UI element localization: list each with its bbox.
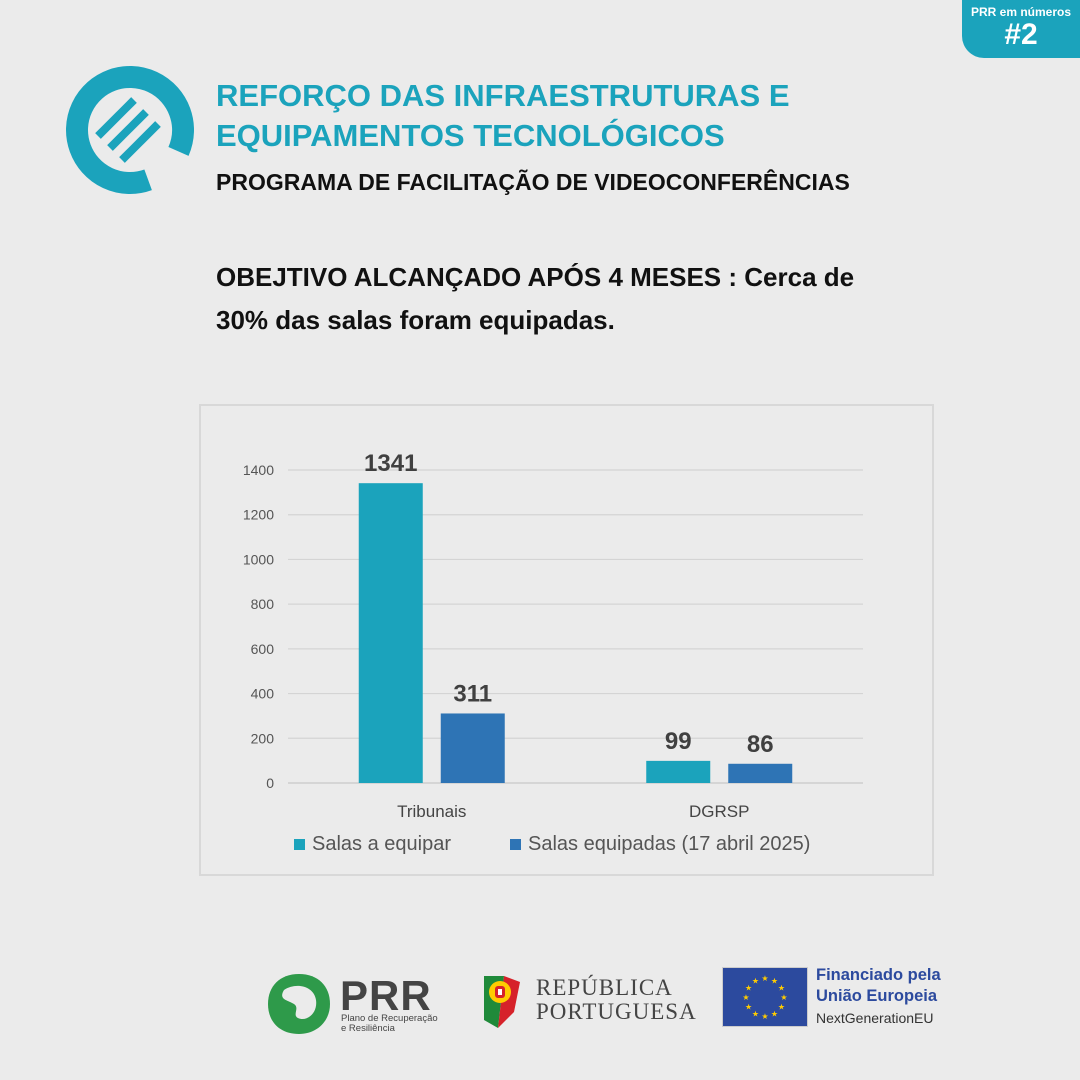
x-tick-label: Tribunais <box>397 802 466 821</box>
data-label: 86 <box>747 731 774 758</box>
legend-label-0: Salas a equipar <box>312 833 451 855</box>
eu-star-icon: ★ <box>752 1009 759 1018</box>
eu-star-icon: ★ <box>761 974 768 983</box>
bar-chart: 0 200 400 600 800 1000 1200 1400 1341 311 Tribunai… <box>199 404 934 876</box>
title-line-1: REFORÇO DAS INFRAESTRUTURAS E <box>216 78 790 113</box>
bar-tribunais-0 <box>358 483 423 783</box>
legend-swatch-0 <box>294 839 305 850</box>
eu-star-icon: ★ <box>771 1009 778 1018</box>
prr-name: PRR <box>340 972 432 1019</box>
eu-star-icon: ★ <box>742 993 749 1002</box>
y-tick-label: 1000 <box>243 551 274 567</box>
eu-star-icon: ★ <box>771 977 778 986</box>
badge-label: PRR em números <box>970 5 1072 19</box>
republic-name: REPÚBLICA PORTUGUESA <box>536 976 697 1024</box>
next-generation-eu: NextGenerationEU <box>816 1010 934 1026</box>
hashtag-logo-icon <box>66 66 194 194</box>
eu-flag-icon: ★ ★ ★ ★ ★ ★ ★ ★ ★ ★ ★ ★ <box>722 967 808 1027</box>
eu-star-icon: ★ <box>761 1012 768 1021</box>
bar-dgrsp-0 <box>646 760 711 783</box>
prr-subtitle-line-2: e Resiliência <box>341 1023 395 1034</box>
republic-emblem-icon <box>484 976 520 1028</box>
eu-star-icon: ★ <box>745 984 752 993</box>
bar-tribunais-1 <box>440 713 505 783</box>
data-label: 1341 <box>364 450 417 477</box>
title-line-2: EQUIPAMENTOS TECNOLÓGICOS <box>216 118 725 153</box>
objective-text: OBEJTIVO ALCANÇADO APÓS 4 MESES : Cerca … <box>216 256 916 342</box>
eu-funding: Financiado pela União Europeia <box>816 965 941 1007</box>
republic-line-1: REPÚBLICA <box>536 975 673 1000</box>
prr-subtitle-line-1: Plano de Recuperação <box>341 1013 438 1024</box>
objective-line-2: 30% das salas foram equipadas. <box>216 305 615 335</box>
y-tick-label: 600 <box>251 641 275 657</box>
page-title: REFORÇO DAS INFRAESTRUTURAS E EQUIPAMENT… <box>216 76 976 156</box>
objective-line-1: OBEJTIVO ALCANÇADO APÓS 4 MESES : Cerca … <box>216 262 855 292</box>
bar-dgrsp-1 <box>728 763 793 783</box>
x-tick-label: DGRSP <box>689 802 749 821</box>
eu-star-icon: ★ <box>780 993 787 1002</box>
prr-logo-icon <box>268 974 330 1034</box>
republic-line-2: PORTUGUESA <box>536 999 697 1024</box>
eu-line-1: Financiado pela <box>816 966 941 984</box>
eu-line-2: União Europeia <box>816 987 938 1005</box>
y-tick-label: 200 <box>251 730 275 746</box>
y-tick-label: 400 <box>251 686 275 702</box>
badge-number: #2 <box>1004 18 1038 51</box>
prr-subtitle: Plano de Recuperação e Resiliência <box>341 1014 471 1034</box>
y-tick-label: 1200 <box>243 507 274 523</box>
y-tick-label: 800 <box>251 596 275 612</box>
chart-svg: 0 200 400 600 800 1000 1200 1400 1341 311 Tribunai… <box>243 450 863 855</box>
y-tick-label: 1400 <box>243 462 274 478</box>
eu-star-icon: ★ <box>778 1003 785 1012</box>
prr-numbers-badge: PRR em números #2 <box>962 0 1080 58</box>
data-label: 99 <box>665 728 692 755</box>
page-subtitle: PROGRAMA DE FACILITAÇÃO DE VIDEOCONFERÊN… <box>216 169 850 195</box>
eu-star-icon: ★ <box>752 977 759 986</box>
eu-star-icon: ★ <box>745 1003 752 1012</box>
eu-star-icon: ★ <box>778 984 785 993</box>
legend-label-1: Salas equipadas (17 abril 2025) <box>528 833 810 855</box>
y-tick-label: 0 <box>266 775 274 791</box>
legend-swatch-1 <box>510 839 521 850</box>
data-label: 311 <box>453 680 492 707</box>
